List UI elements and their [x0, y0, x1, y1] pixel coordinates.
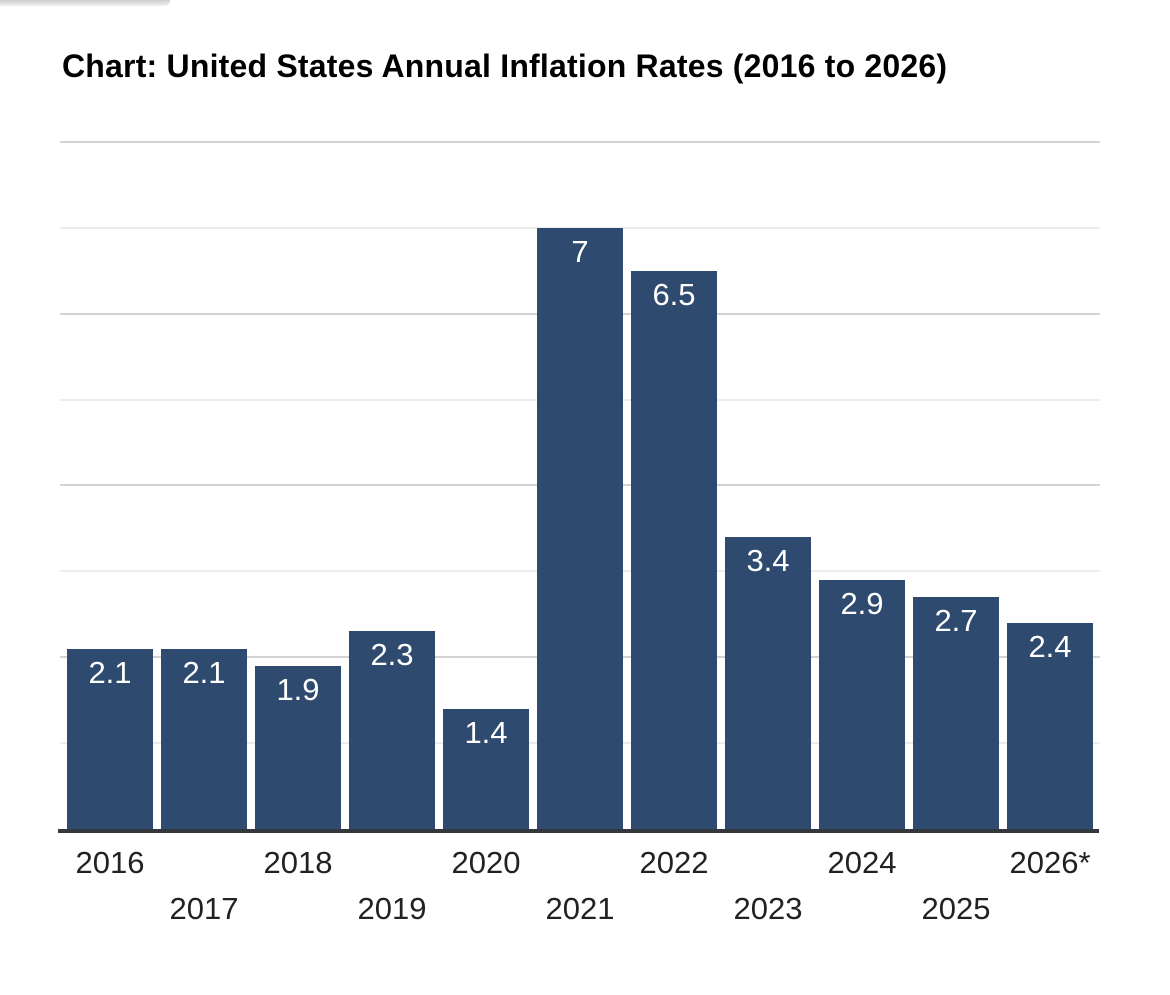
bar-2023: 3.4: [725, 537, 811, 829]
bar-2016: 2.1: [67, 649, 153, 829]
bar-value-label-2022: 6.5: [652, 277, 696, 312]
bar-value-label-2016: 2.1: [88, 655, 132, 690]
plot-area: 2.1 2.1 1.9 2.3 1.4 7 6.5 3.4 2.9 2.7 2.4: [60, 141, 1100, 829]
x-tick-label-2021: 2021: [545, 891, 615, 926]
bar-value-label-2021: 7: [571, 234, 589, 269]
bar-value-label-2024: 2.9: [840, 586, 884, 621]
bar-value-label-2025: 2.7: [934, 603, 978, 638]
bar-2022: 6.5: [631, 271, 717, 829]
x-tick-label-2016: 2016: [75, 845, 145, 880]
x-tick-label-2018: 2018: [263, 845, 333, 880]
bar-value-label-2019: 2.3: [370, 637, 414, 672]
x-tick-label-2022: 2022: [639, 845, 709, 880]
bar-2019: 2.3: [349, 631, 435, 829]
bar-2021: 7: [537, 228, 623, 829]
bar-value-label-2023: 3.4: [746, 543, 790, 578]
x-tick-label-2017: 2017: [169, 891, 239, 926]
x-axis-line: [58, 829, 1099, 833]
x-tick-label-2023: 2023: [733, 891, 803, 926]
bar-value-label-2026*: 2.4: [1028, 629, 1072, 664]
x-tick-label-2025: 2025: [921, 891, 991, 926]
bar-2026*: 2.4: [1007, 623, 1093, 829]
bar-2024: 2.9: [819, 580, 905, 829]
bar-value-label-2018: 1.9: [276, 672, 320, 707]
x-tick-label-2024: 2024: [827, 845, 897, 880]
chart-title: Chart: United States Annual Inflation Ra…: [62, 48, 948, 84]
bar-2018: 1.9: [255, 666, 341, 829]
x-tick-label-2026: 2026*: [1009, 845, 1091, 880]
top-left-ui-artifact: [0, 0, 170, 6]
bar-2017: 2.1: [161, 649, 247, 829]
x-tick-label-2019: 2019: [357, 891, 427, 926]
bar-value-label-2020: 1.4: [464, 715, 508, 750]
x-tick-label-2020: 2020: [451, 845, 521, 880]
bar-2025: 2.7: [913, 597, 999, 829]
gridline-y8: [60, 141, 1100, 143]
bar-value-label-2017: 2.1: [182, 655, 226, 690]
bar-2020: 1.4: [443, 709, 529, 829]
